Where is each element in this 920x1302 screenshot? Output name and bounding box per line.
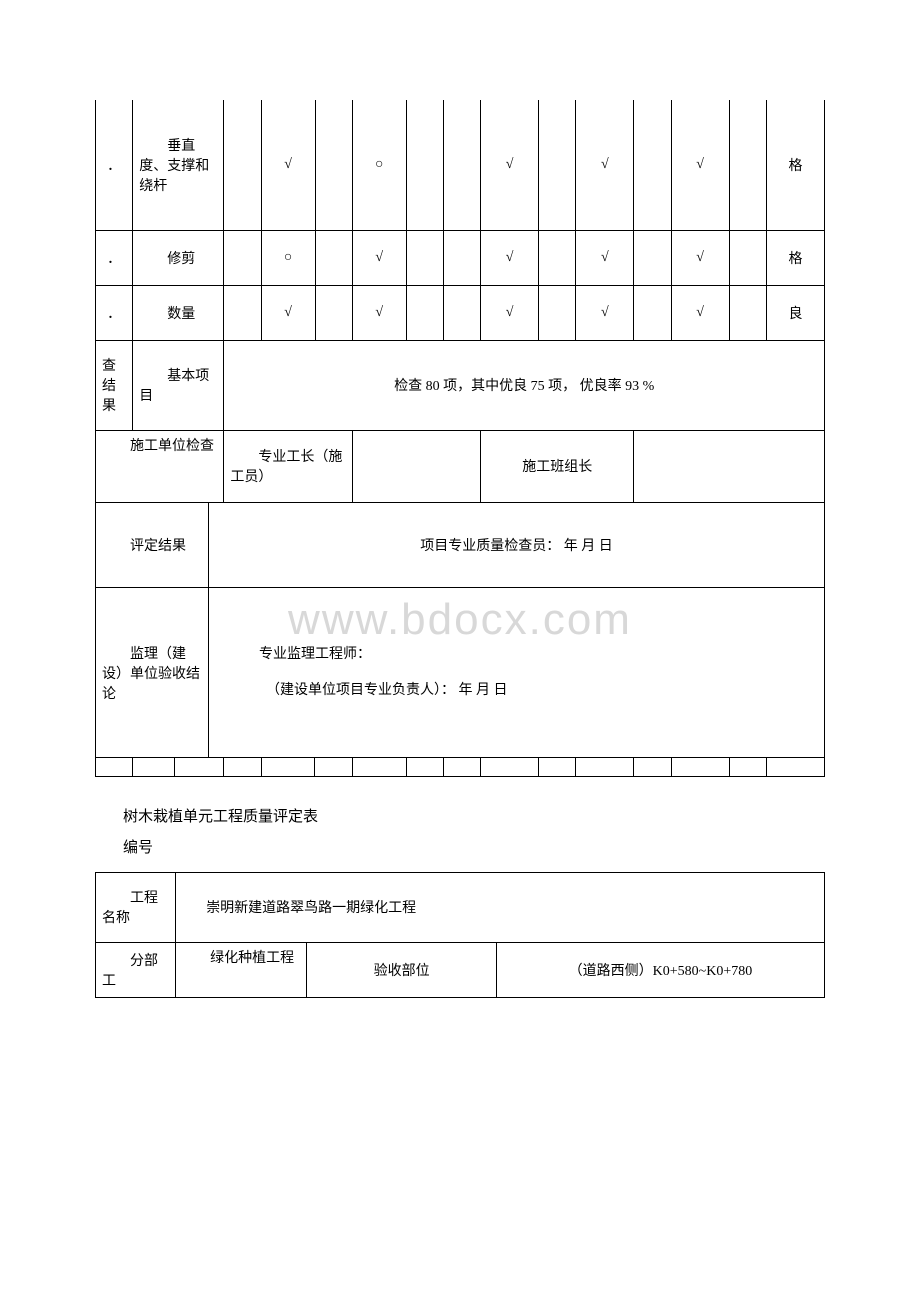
cell bbox=[729, 100, 766, 230]
cell bbox=[224, 285, 261, 340]
supervision-line1: 专业监理工程师： bbox=[259, 642, 818, 667]
cell: √ bbox=[261, 285, 315, 340]
cell-grade: 格 bbox=[766, 100, 824, 230]
table-title: 树木栽植单元工程质量评定表 bbox=[123, 805, 825, 826]
cell bbox=[539, 285, 576, 340]
evaluation-table-1b: 评定结果 项目专业质量检查员： 年 月 日 监理（建设）单位验收结论 专业监理工… bbox=[95, 503, 825, 759]
cell: √ bbox=[671, 100, 729, 230]
cell bbox=[443, 230, 480, 285]
grid-row bbox=[96, 758, 825, 776]
project-info-table: 工程名称 崇明新建道路翠鸟路一期绿化工程 分部工 绿化种植工程 验收部位 （道路… bbox=[95, 872, 825, 998]
construction-blank1 bbox=[352, 430, 480, 502]
supervision-text: 专业监理工程师： （建设单位项目专业负责人）： 年 月 日 bbox=[208, 588, 824, 758]
cell bbox=[224, 230, 261, 285]
summary-label: 查结果 bbox=[96, 340, 133, 430]
cell: √ bbox=[481, 230, 539, 285]
cell: ○ bbox=[352, 100, 406, 230]
cell bbox=[539, 230, 576, 285]
cell-item: 垂直度、支撑和绕杆 bbox=[133, 100, 224, 230]
cell: √ bbox=[352, 285, 406, 340]
bottom-grid bbox=[95, 758, 825, 777]
table-row: ． 修剪 ○ √ √ √ √ 格 bbox=[96, 230, 825, 285]
cell: √ bbox=[481, 100, 539, 230]
project-name-label: 工程名称 bbox=[96, 872, 176, 942]
table-row: ． 数量 √ √ √ √ √ 良 bbox=[96, 285, 825, 340]
section-sub3: （道路西侧）K0+580~K0+780 bbox=[496, 942, 824, 997]
cell bbox=[406, 100, 443, 230]
cell-idx: ． bbox=[96, 230, 133, 285]
cell: √ bbox=[576, 100, 634, 230]
project-name-value: 崇明新建道路翠鸟路一期绿化工程 bbox=[176, 872, 825, 942]
cell bbox=[634, 100, 671, 230]
supervision-label: 监理（建设）单位验收结论 bbox=[96, 588, 209, 758]
cell bbox=[406, 285, 443, 340]
cell: √ bbox=[481, 285, 539, 340]
cell bbox=[224, 100, 261, 230]
project-name-row: 工程名称 崇明新建道路翠鸟路一期绿化工程 bbox=[96, 872, 825, 942]
cell bbox=[729, 285, 766, 340]
evaluation-label: 评定结果 bbox=[96, 503, 209, 588]
cell bbox=[634, 230, 671, 285]
cell-item: 修剪 bbox=[133, 230, 224, 285]
section-label: 分部工 bbox=[96, 942, 176, 997]
cell bbox=[443, 100, 480, 230]
construction-row: 施工单位检查 专业工长（施工员） 施工班组长 bbox=[96, 430, 825, 502]
cell bbox=[315, 285, 352, 340]
construction-label: 施工单位检查 bbox=[96, 430, 224, 502]
summary-row: 查结果 基本项目 检查 80 项，其中优良 75 项， 优良率 93 % bbox=[96, 340, 825, 430]
cell bbox=[315, 230, 352, 285]
cell bbox=[634, 285, 671, 340]
evaluation-text: 项目专业质量检查员： 年 月 日 bbox=[208, 503, 824, 588]
section-sub2: 验收部位 bbox=[307, 942, 497, 997]
cell-idx: ． bbox=[96, 100, 133, 230]
cell bbox=[729, 230, 766, 285]
cell: √ bbox=[261, 100, 315, 230]
cell-grade: 格 bbox=[766, 230, 824, 285]
cell-grade: 良 bbox=[766, 285, 824, 340]
cell: √ bbox=[352, 230, 406, 285]
cell bbox=[443, 285, 480, 340]
construction-sub1: 专业工长（施工员） bbox=[224, 430, 352, 502]
cell bbox=[539, 100, 576, 230]
summary-text: 检查 80 项，其中优良 75 项， 优良率 93 % bbox=[224, 340, 825, 430]
cell: √ bbox=[576, 285, 634, 340]
section-row: 分部工 绿化种植工程 验收部位 （道路西侧）K0+580~K0+780 bbox=[96, 942, 825, 997]
cell bbox=[406, 230, 443, 285]
evaluation-table-1: ． 垂直度、支撑和绕杆 √ ○ √ √ √ 格 ． 修剪 ○ √ √ √ √ 格… bbox=[95, 100, 825, 503]
evaluation-result-row: 评定结果 项目专业质量检查员： 年 月 日 bbox=[96, 503, 825, 588]
construction-sub2: 施工班组长 bbox=[481, 430, 634, 502]
cell: ○ bbox=[261, 230, 315, 285]
cell-idx: ． bbox=[96, 285, 133, 340]
cell: √ bbox=[671, 285, 729, 340]
cell-item: 数量 bbox=[133, 285, 224, 340]
section-sub1: 绿化种植工程 bbox=[176, 942, 307, 997]
construction-blank2 bbox=[634, 430, 825, 502]
cell bbox=[315, 100, 352, 230]
supervision-line2: （建设单位项目专业负责人）： 年 月 日 bbox=[259, 678, 818, 703]
table-row: ． 垂直度、支撑和绕杆 √ ○ √ √ √ 格 bbox=[96, 100, 825, 230]
supervision-row: 监理（建设）单位验收结论 专业监理工程师： （建设单位项目专业负责人）： 年 月… bbox=[96, 588, 825, 758]
cell: √ bbox=[576, 230, 634, 285]
summary-item: 基本项目 bbox=[133, 340, 224, 430]
cell: √ bbox=[671, 230, 729, 285]
serial-label: 编号 bbox=[123, 836, 825, 857]
